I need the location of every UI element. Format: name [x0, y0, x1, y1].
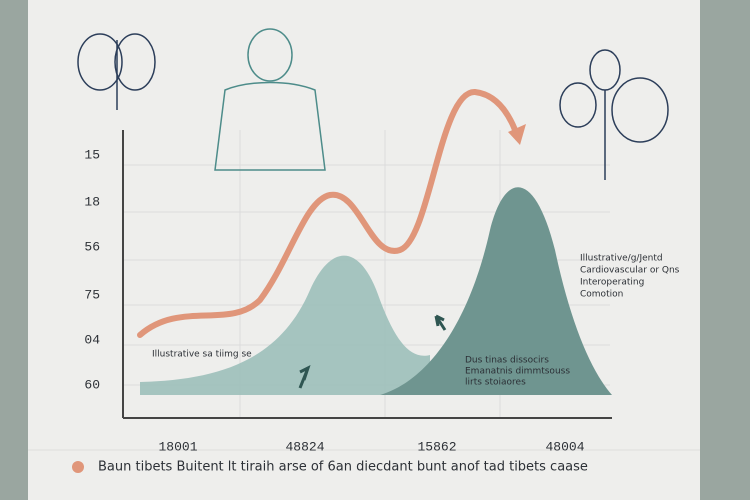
- trend-line: [137, 88, 521, 338]
- axis-label: 18: [84, 194, 100, 209]
- annotation: Illustrative/g/Jentd: [580, 254, 663, 264]
- pointer: [298, 365, 311, 389]
- annotation: Cardiovascular or Qns: [580, 266, 680, 276]
- annotation: Comotion: [580, 290, 623, 300]
- brain-icon: [77, 33, 156, 110]
- pointer: [434, 314, 447, 331]
- dark-area: [380, 187, 612, 395]
- panel: [28, 0, 700, 500]
- axis-label: 15862: [417, 439, 456, 454]
- axis-label: 48824: [285, 439, 324, 454]
- arrowhead: [508, 124, 526, 145]
- annotation: Emanatnis dimmtsouss: [465, 367, 570, 377]
- axis-label: 15: [84, 147, 100, 162]
- caption: Baun tibets Buitent lt tiraih arse of 6a…: [98, 460, 588, 475]
- axis-label: 04: [84, 332, 100, 347]
- bullet: [72, 461, 84, 473]
- annotation: Interoperating: [580, 278, 644, 288]
- axes: [122, 130, 612, 419]
- axis-label: 60: [84, 377, 100, 392]
- head-icon: [559, 49, 669, 180]
- annotation: Illustrative sa tiimg se: [152, 350, 252, 360]
- axis-label: 18001: [158, 439, 197, 454]
- axis-label: 56: [84, 239, 100, 254]
- axis-label: 75: [84, 287, 100, 302]
- annotation: lirts stoiaores: [465, 378, 526, 388]
- light-area: [140, 255, 430, 395]
- figure-icon: [214, 28, 326, 171]
- axis-label: 48004: [545, 439, 584, 454]
- annotation: Dus tinas dissocirs: [465, 356, 549, 366]
